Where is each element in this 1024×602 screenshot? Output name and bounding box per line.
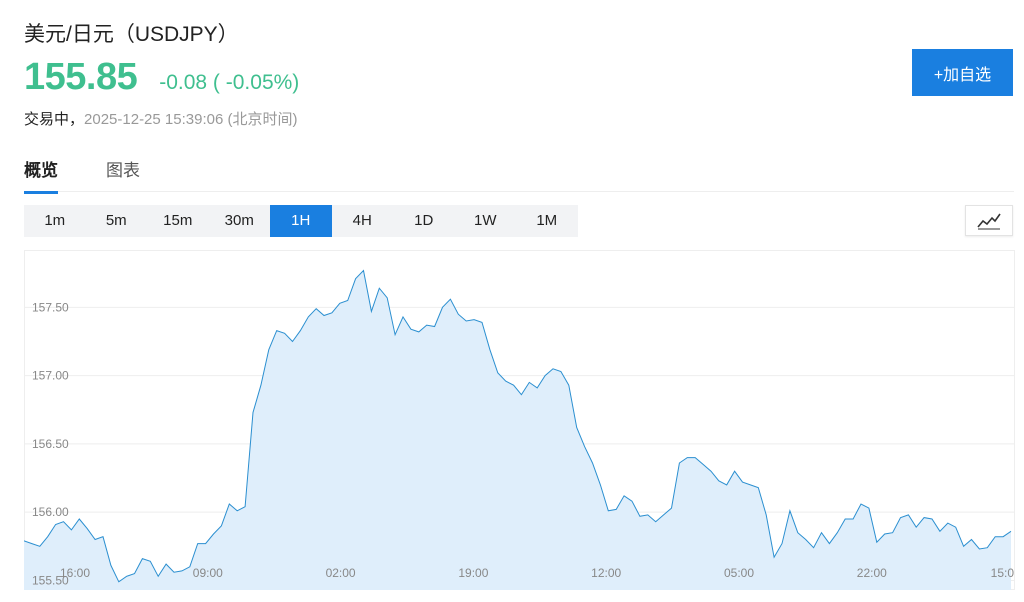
quote-timestamp: 2025-12-25 15:39:06 (北京时间) <box>84 111 298 128</box>
interval-1m[interactable]: 1m <box>44 212 66 229</box>
tab-bar: 概览 图表 <box>24 156 1014 194</box>
y-tick-label: 156.00 <box>32 505 69 519</box>
price-area-fill <box>24 270 1011 590</box>
x-tick-label: 09:00 <box>193 566 223 580</box>
current-price: 155.85 <box>24 56 138 98</box>
page-title: 美元/日元（USDJPY） <box>24 23 239 46</box>
interval-1h[interactable]: 1H <box>270 205 332 237</box>
interval-5m[interactable]: 5m <box>105 212 127 229</box>
x-tick-label: 15:0 <box>991 566 1015 580</box>
x-tick-label: 16:00 <box>60 566 90 580</box>
x-tick-label: 12:00 <box>591 566 621 580</box>
y-tick-label: 157.50 <box>32 300 69 314</box>
interval-15m[interactable]: 15m <box>163 212 193 229</box>
price-line <box>24 269 1012 583</box>
line-chart-icon <box>977 213 1001 229</box>
tab-chart[interactable]: 图表 <box>106 161 140 180</box>
y-tick-label: 156.50 <box>32 437 69 451</box>
quote-row: 155.85 -0.08 ( -0.05%) <box>24 56 299 99</box>
price-change: -0.08 ( -0.05%) <box>159 71 300 94</box>
interval-1w[interactable]: 1W <box>474 212 497 229</box>
add-to-watchlist-button[interactable]: +加自选 <box>912 49 1013 96</box>
y-tick-label: 157.00 <box>32 369 69 383</box>
x-tick-label: 19:00 <box>458 566 488 580</box>
interval-4h[interactable]: 4H <box>352 212 372 229</box>
price-chart: 157.50 157.00 156.50 156.00 155.50 16:00 09:00… <box>24 250 1016 590</box>
trading-status: 交易中，2025-12-25 15:39:06 (北京时间) <box>24 108 297 129</box>
interval-1d[interactable]: 1D <box>414 212 434 229</box>
interval-30m[interactable]: 30m <box>224 212 254 229</box>
trading-state: 交易中， <box>24 111 85 128</box>
x-tick-label: 05:00 <box>724 566 754 580</box>
interval-1mo[interactable]: 1M <box>536 212 558 229</box>
y-tick-label: 155.50 <box>32 573 69 587</box>
interval-selector: 1m 5m 15m 30m 1H 4H 1D 1W 1M <box>24 205 578 237</box>
chart-type-button[interactable] <box>965 205 1013 236</box>
x-tick-label: 22:00 <box>857 566 887 580</box>
tab-overview[interactable]: 概览 <box>24 156 58 194</box>
x-tick-label: 02:00 <box>326 566 356 580</box>
